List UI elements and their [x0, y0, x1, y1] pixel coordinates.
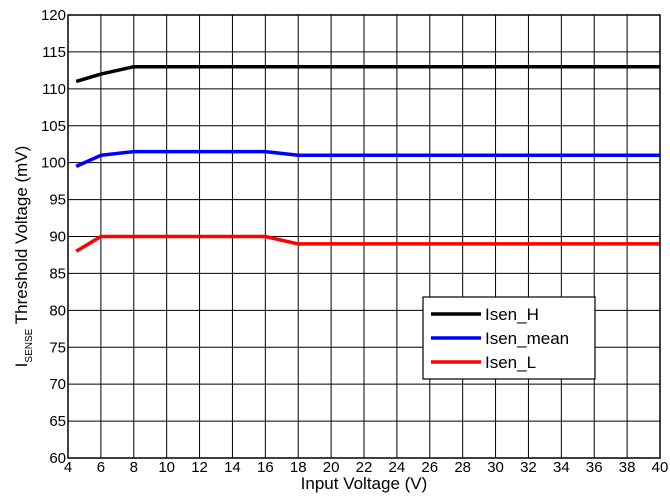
- y-tick-label: 75: [49, 339, 66, 356]
- x-tick-label: 10: [158, 459, 175, 476]
- series-line-isen-l: [75, 234, 660, 253]
- x-tick-label: 14: [224, 459, 241, 476]
- y-tick-label: 110: [42, 81, 66, 98]
- x-tick-label: 26: [421, 459, 438, 476]
- tick-labels: 4 6 8 10 12 14 16 18 20 22 24 26 28 30 32 34 36 38 40 60 65 7…: [41, 7, 668, 476]
- y-tick-label: 120: [41, 7, 66, 24]
- x-tick-label: 22: [356, 459, 373, 476]
- x-tick-label: 32: [520, 459, 537, 476]
- x-tick-label: 6: [97, 459, 105, 476]
- x-tick-label: 40: [652, 459, 669, 476]
- x-tick-label: 12: [191, 459, 208, 476]
- y-tick-label: 115: [42, 44, 66, 61]
- y-tick-label: 65: [49, 413, 66, 430]
- x-tick-label: 24: [389, 459, 406, 476]
- series-line-isen-h: [75, 64, 660, 84]
- legend-label: Isen_mean: [485, 329, 569, 348]
- x-tick-label: 18: [290, 459, 307, 476]
- y-axis-title-suffix: Threshold Voltage (mV): [12, 146, 31, 329]
- y-tick-label: 70: [49, 376, 66, 393]
- y-tick-label: 85: [49, 265, 66, 282]
- plot-frame: [67, 14, 661, 459]
- series-line-isen-mean: [75, 149, 660, 168]
- y-tick-label: 90: [49, 229, 66, 246]
- series-lines: [75, 64, 660, 253]
- y-tick-label: 60: [49, 450, 66, 467]
- legend: Isen_H Isen_mean Isen_L: [422, 296, 596, 380]
- legend-label: Isen_H: [485, 305, 539, 324]
- y-axis-title-subscript: SENSE: [24, 328, 35, 362]
- x-tick-label: 4: [64, 459, 72, 476]
- y-axis-title: ISENSE Threshold Voltage (mV): [12, 146, 35, 368]
- x-tick-label: 30: [487, 459, 504, 476]
- legend-label: Isen_L: [485, 353, 536, 372]
- x-tick-label: 38: [619, 459, 636, 476]
- x-tick-label: 20: [323, 459, 340, 476]
- y-tick-label: 100: [41, 155, 66, 172]
- x-axis-title: Input Voltage (V): [301, 474, 428, 493]
- y-tick-label: 105: [41, 118, 66, 135]
- x-tick-label: 8: [130, 459, 138, 476]
- x-tick-label: 34: [553, 459, 570, 476]
- y-axis-title-prefix: I: [12, 363, 31, 368]
- y-tick-label: 80: [49, 302, 66, 319]
- y-tick-label: 95: [49, 192, 66, 209]
- x-tick-label: 28: [454, 459, 471, 476]
- x-tick-label: 16: [257, 459, 274, 476]
- x-tick-label: 36: [586, 459, 603, 476]
